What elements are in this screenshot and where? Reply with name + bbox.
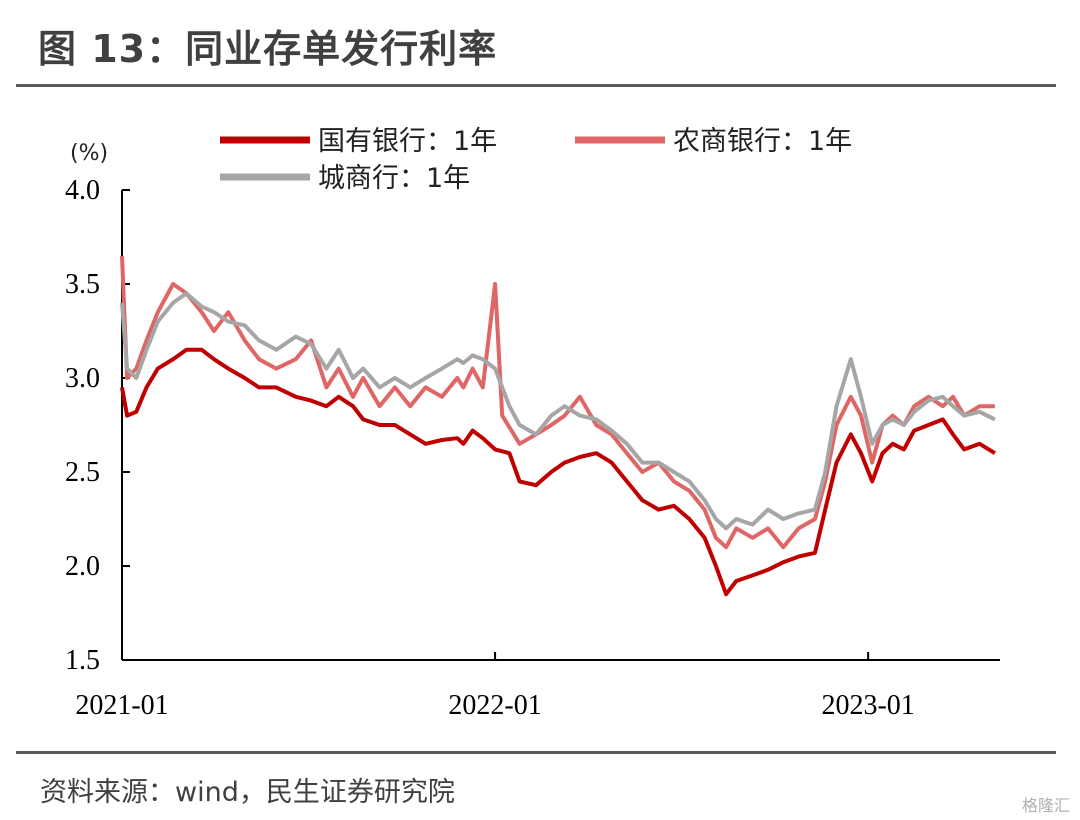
chart-title: 图 13：同业存单发行利率: [38, 27, 498, 71]
series-group: [120, 255, 996, 597]
y-tick-label: 4.0: [65, 175, 100, 206]
legend-label-3: 城商行：1年: [318, 163, 470, 194]
y-tick-label: 2.5: [65, 457, 100, 488]
series-line-3: [120, 291, 996, 531]
y-tick-label: 1.5: [65, 645, 100, 676]
bottom-divider: [16, 751, 1056, 754]
axes: 1.5 2.0 2.5 3.0 3.5 4.0 (%) 2021-01 2022-01 2023-…: [65, 141, 1000, 721]
y-tick-label: 3.0: [65, 363, 100, 394]
watermark-logo: 格隆汇: [1021, 796, 1070, 815]
legend-label-2: 农商银行：1年: [673, 126, 852, 157]
top-divider: [16, 84, 1056, 87]
x-tick-label: 2022-01: [448, 690, 541, 721]
y-tick-label: 2.0: [65, 551, 100, 582]
y-axis-unit-label: (%): [70, 141, 108, 166]
series-line-2: [120, 255, 995, 550]
legend-label-1: 国有银行：1年: [318, 126, 497, 157]
x-tick-label: 2021-01: [75, 690, 168, 721]
series-line-1: [120, 347, 996, 597]
x-tick-label: 2023-01: [821, 690, 914, 721]
y-tick-label: 3.5: [65, 269, 100, 300]
source-note: 资料来源：wind，民生证券研究院: [40, 777, 455, 808]
